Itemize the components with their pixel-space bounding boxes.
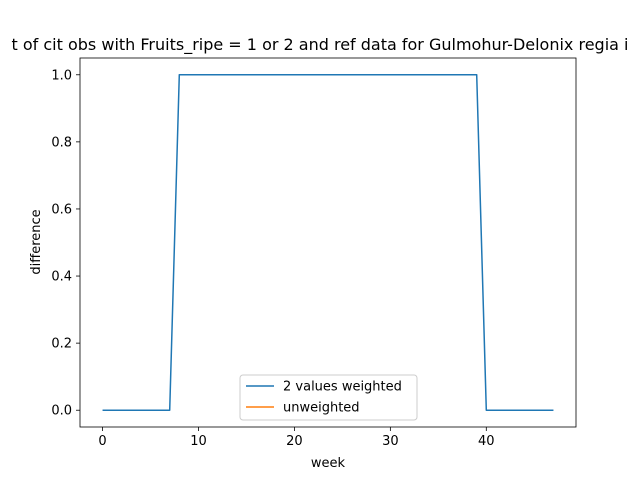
y-tick-label: 0.4 [51,270,72,285]
y-axis-label: difference [29,209,44,274]
axes-frame [79,57,577,428]
y-tick-label: 1.0 [51,68,72,83]
chart-title: t of cit obs with Fruits_ripe = 1 or 2 a… [12,35,629,55]
legend: 2 values weighted unweighted [239,374,418,421]
x-tick-label: 0 [98,434,106,449]
x-tick-label: 40 [478,434,495,449]
y-tick-label: 0.6 [51,202,72,217]
y-tick-label: 0.8 [51,135,72,150]
x-tick-label: 30 [382,434,399,449]
y-tick-label: 0.0 [51,404,72,419]
plot-area: 0 10 20 30 40 0.0 0.2 0.4 0.6 0.8 1.0 [51,57,577,449]
legend-label-0: 2 values weighted [283,380,402,395]
series-line-0 [102,74,554,411]
x-axis-label: week [311,456,346,471]
y-tick-label: 0.2 [51,337,72,352]
x-tick-label: 20 [286,434,303,449]
legend-label-1: unweighted [283,401,360,416]
x-tick-label: 10 [190,434,207,449]
legend-box [239,374,418,421]
